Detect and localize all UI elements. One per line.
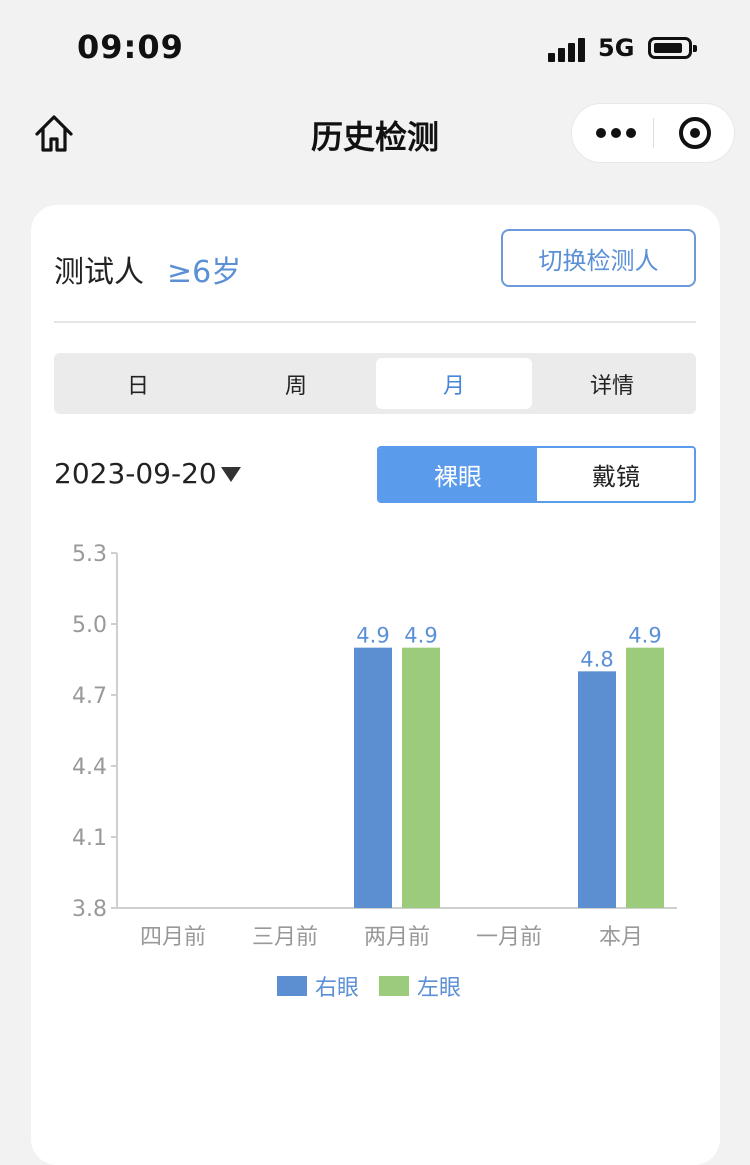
nav-bar: 历史检测 xyxy=(0,96,750,176)
vision-bar-chart: 3.8 4.1 4.4 4.7 5.0 5.3 四月前 三月前 两月前 4.9 4.9 一月前 本月 4.… xyxy=(72,542,677,950)
y-tick-label: 4.1 xyxy=(72,826,107,851)
x-tick-label: 两月前 xyxy=(364,925,430,950)
signal-icon xyxy=(548,38,588,62)
history-card: 测试人 ≥6岁 切换检测人 日 周 月 详情 2023-09-20 裸眼 戴镜 … xyxy=(31,205,720,1165)
tab-day[interactable]: 日 xyxy=(126,373,149,399)
period-tabs: 日 周 月 详情 xyxy=(54,353,696,414)
bar-left-eye xyxy=(402,647,440,908)
tester-age: ≥6岁 xyxy=(167,255,242,290)
page-title: 历史检测 xyxy=(310,118,439,156)
legend-label-left-eye: 左眼 xyxy=(417,976,462,1001)
x-tick-label: 三月前 xyxy=(252,925,318,950)
eye-mode-toggle: 裸眼 戴镜 xyxy=(377,446,696,503)
tab-details[interactable]: 详情 xyxy=(589,373,634,399)
status-bar: 09:09 5G xyxy=(0,0,750,96)
switch-tester-button[interactable]: 切换检测人 xyxy=(501,229,696,287)
tester-label: 测试人 xyxy=(54,255,144,290)
tab-week[interactable]: 周 xyxy=(284,373,307,399)
capsule-divider xyxy=(653,118,654,148)
date-value: 2023-09-20 xyxy=(54,457,217,490)
tab-month[interactable]: 月 xyxy=(376,358,532,409)
network-type: 5G xyxy=(598,34,635,62)
y-tick-label: 4.4 xyxy=(72,755,107,780)
data-label: 4.9 xyxy=(404,624,437,648)
triangle-down-icon xyxy=(220,467,241,482)
data-label: 4.8 xyxy=(580,647,613,671)
naked-eye-option[interactable]: 裸眼 xyxy=(379,448,537,501)
bar-right-eye xyxy=(578,671,616,908)
y-tick-label: 5.3 xyxy=(72,542,107,567)
glasses-option[interactable]: 戴镜 xyxy=(537,448,694,501)
data-label: 4.9 xyxy=(628,624,661,648)
y-tick-label: 3.8 xyxy=(72,897,107,922)
y-tick-label: 5.0 xyxy=(72,613,107,638)
divider xyxy=(54,321,696,323)
chart-legend: 右眼 左眼 xyxy=(277,970,481,1002)
bar-left-eye xyxy=(626,647,664,908)
legend-swatch-right-eye xyxy=(277,976,307,996)
legend-item-left-eye: 左眼 xyxy=(379,970,461,1002)
close-target-icon[interactable] xyxy=(679,117,711,149)
legend-label-right-eye: 右眼 xyxy=(315,976,360,1001)
bar-right-eye xyxy=(354,647,392,908)
home-icon[interactable] xyxy=(32,112,76,156)
x-tick-label: 本月 xyxy=(599,925,643,950)
more-icon[interactable] xyxy=(596,104,636,162)
status-time: 09:09 xyxy=(77,28,184,66)
y-tick-label: 4.7 xyxy=(72,684,107,709)
x-tick-label: 一月前 xyxy=(476,925,542,950)
legend-item-right-eye: 右眼 xyxy=(277,970,359,1002)
legend-swatch-left-eye xyxy=(379,976,410,996)
date-picker[interactable]: 2023-09-20 xyxy=(54,457,241,490)
battery-icon xyxy=(648,37,697,59)
x-tick-label: 四月前 xyxy=(140,925,206,950)
mini-program-capsule xyxy=(571,103,735,163)
data-label: 4.9 xyxy=(356,624,389,648)
